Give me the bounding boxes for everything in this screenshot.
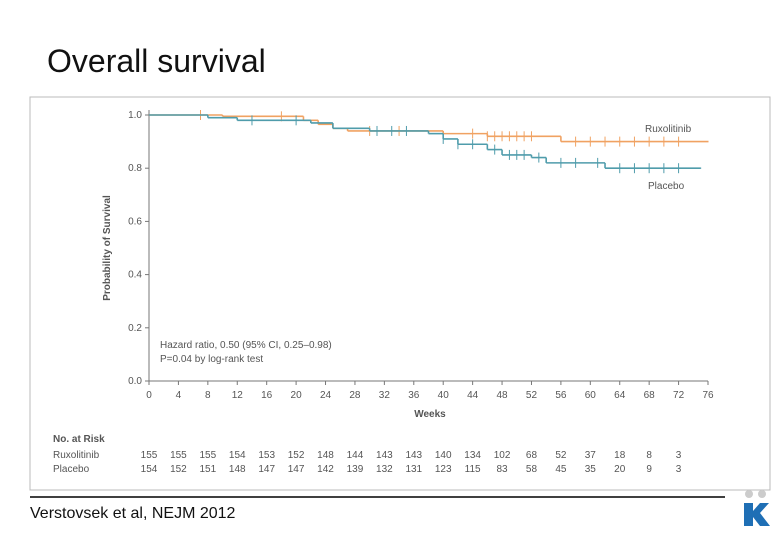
at-risk-count: 9 <box>646 464 652 475</box>
at-risk-count: 155 <box>170 450 187 461</box>
x-axis-label: Weeks <box>414 409 446 420</box>
y-tick-label: 0.6 <box>128 216 142 227</box>
x-tick-label: 76 <box>702 390 714 401</box>
at-risk-count: 155 <box>141 450 158 461</box>
at-risk-count: 152 <box>288 450 305 461</box>
at-risk-count: 131 <box>405 464 422 475</box>
at-risk-count: 142 <box>317 464 334 475</box>
at-risk-count: 20 <box>614 464 626 475</box>
x-tick-label: 28 <box>349 390 361 401</box>
logo <box>744 490 770 526</box>
at-risk-count: 151 <box>199 464 216 475</box>
x-tick-label: 24 <box>320 390 332 401</box>
at-risk-count: 123 <box>435 464 452 475</box>
at-risk-count: 139 <box>347 464 364 475</box>
at-risk-count: 155 <box>199 450 216 461</box>
at-risk-count: 45 <box>555 464 567 475</box>
x-tick-label: 32 <box>379 390 391 401</box>
x-tick-label: 48 <box>496 390 508 401</box>
series-label: Ruxolitinib <box>645 124 692 135</box>
at-risk-count: 18 <box>614 450 626 461</box>
annotation: Hazard ratio, 0.50 (95% CI, 0.25–0.98) <box>160 340 332 351</box>
y-tick-label: 0.8 <box>128 163 142 174</box>
at-risk-count: 147 <box>288 464 305 475</box>
x-tick-label: 44 <box>467 390 479 401</box>
x-tick-label: 64 <box>614 390 626 401</box>
at-risk-count: 147 <box>258 464 275 475</box>
x-tick-label: 12 <box>232 390 244 401</box>
at-risk-count: 35 <box>585 464 597 475</box>
at-risk-count: 148 <box>229 464 246 475</box>
annotation: P=0.04 by log-rank test <box>160 354 263 365</box>
at-risk-count: 8 <box>646 450 652 461</box>
at-risk-count: 154 <box>229 450 246 461</box>
at-risk-count: 115 <box>465 464 481 475</box>
at-risk-count: 3 <box>676 464 682 475</box>
x-tick-label: 36 <box>408 390 420 401</box>
y-tick-label: 0.0 <box>128 376 142 387</box>
at-risk-count: 68 <box>526 450 538 461</box>
at-risk-row-label: Ruxolitinib <box>53 450 100 461</box>
x-tick-label: 20 <box>291 390 303 401</box>
at-risk-count: 154 <box>141 464 158 475</box>
at-risk-count: 134 <box>464 450 481 461</box>
y-axis-label: Probability of Survival <box>102 195 113 301</box>
at-risk-count: 153 <box>258 450 275 461</box>
x-tick-label: 72 <box>673 390 685 401</box>
at-risk-count: 143 <box>376 450 393 461</box>
y-tick-label: 0.2 <box>128 323 142 334</box>
at-risk-count: 3 <box>676 450 682 461</box>
at-risk-count: 152 <box>170 464 187 475</box>
series-label: Placebo <box>648 181 685 192</box>
at-risk-count: 102 <box>494 450 511 461</box>
x-tick-label: 8 <box>205 390 211 401</box>
at-risk-count: 52 <box>555 450 567 461</box>
at-risk-count: 144 <box>347 450 364 461</box>
at-risk-count: 37 <box>585 450 597 461</box>
x-tick-label: 0 <box>146 390 152 401</box>
at-risk-count: 58 <box>526 464 538 475</box>
y-tick-label: 1.0 <box>128 110 142 121</box>
x-tick-label: 68 <box>644 390 656 401</box>
x-tick-label: 60 <box>585 390 597 401</box>
at-risk-row-label: Placebo <box>53 464 90 475</box>
x-tick-label: 40 <box>438 390 450 401</box>
at-risk-count: 148 <box>317 450 334 461</box>
at-risk-count: 140 <box>435 450 452 461</box>
x-tick-label: 52 <box>526 390 538 401</box>
x-tick-label: 56 <box>555 390 567 401</box>
at-risk-count: 83 <box>496 464 508 475</box>
slide-title: Overall survival <box>47 43 266 79</box>
at-risk-count: 132 <box>376 464 393 475</box>
footer-citation: Verstovsek et al, NEJM 2012 <box>30 505 236 522</box>
y-tick-label: 0.4 <box>128 270 142 281</box>
x-tick-label: 4 <box>176 390 182 401</box>
figure-frame <box>29 96 771 491</box>
at-risk-count: 143 <box>405 450 422 461</box>
at-risk-title: No. at Risk <box>53 434 105 445</box>
x-tick-label: 16 <box>261 390 273 401</box>
